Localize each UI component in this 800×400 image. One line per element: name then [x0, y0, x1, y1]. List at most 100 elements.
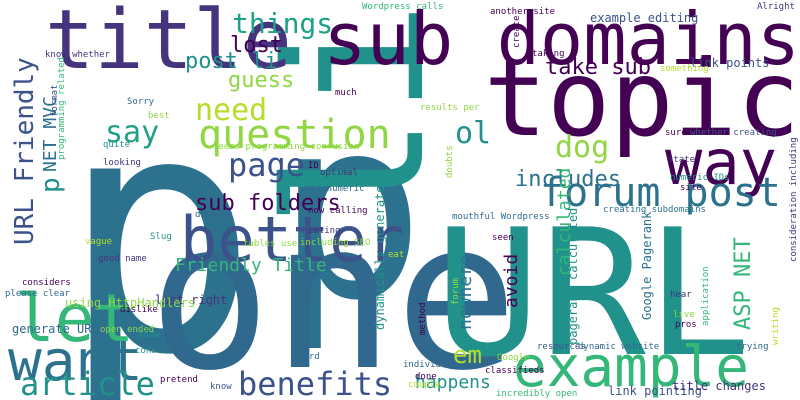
- word-dynamic-website-56: dynamic website: [578, 341, 660, 352]
- word-id-83: ID: [308, 160, 319, 171]
- word-things-20: things: [232, 7, 334, 41]
- word-p-95: p: [36, 177, 66, 193]
- word-cons-45: cons: [135, 345, 157, 356]
- word-pretend-47: pretend: [160, 374, 198, 385]
- word-whether-creating-78: whether creating: [690, 127, 777, 138]
- word-url-friendly-94: URL Friendly: [10, 57, 40, 245]
- word-know-48: know: [210, 381, 232, 392]
- word-good-name-35: good name: [98, 253, 147, 264]
- word-individual-51: individual: [403, 359, 458, 370]
- word-title-changes-59: title changes: [672, 379, 766, 394]
- word-now-calling-71: now calling: [308, 205, 368, 216]
- word-considers-41: considers: [22, 277, 71, 288]
- word-sub-folders-28: sub folders: [195, 190, 341, 216]
- word-happens-31: happens: [415, 372, 491, 394]
- word-another-site-89: another site: [490, 6, 556, 17]
- word-method-103: method: [418, 302, 428, 335]
- word-show-46: show: [138, 329, 160, 340]
- word-writing-108: writing: [771, 307, 781, 345]
- word-sub-domains-7: sub domains: [323, 0, 800, 81]
- word-including-seo-68: including SEO: [300, 237, 371, 248]
- word-need-18: need: [195, 93, 268, 129]
- word-dynamically-generate-102: dynamically generate: [373, 185, 387, 331]
- word-google-57: Google: [497, 352, 530, 363]
- word-domains-70: domains: [195, 209, 233, 220]
- word-link-pointing-54: link pointing: [608, 384, 702, 399]
- word-using-httphandlers-34: using HttpHandlers: [65, 296, 196, 311]
- word-mouthful-wordpress-72: mouthful Wordpress: [452, 211, 550, 222]
- word-eating-67: eating: [308, 225, 341, 236]
- word-tables-use-66: tables use: [243, 238, 298, 249]
- word-includes-27: includes: [515, 166, 621, 192]
- word-let-11: let: [15, 279, 135, 357]
- word-resources-55: resources: [537, 341, 586, 352]
- word-eat-65: eat: [388, 249, 405, 260]
- word-results-per-79: results per: [420, 102, 480, 113]
- word-pros-61: pros: [675, 319, 697, 330]
- word-trying-60: trying: [736, 341, 769, 352]
- word-forum-post-14: forum post: [540, 170, 781, 217]
- word-avoid-100: avoid: [501, 253, 522, 308]
- word-wordpress-calls-90: Wordpress calls: [362, 1, 444, 12]
- word-looking-39: looking: [103, 157, 141, 168]
- word-em-30: em: [453, 341, 482, 370]
- word-done-50: done: [415, 371, 437, 382]
- word-p-1: p: [275, 64, 426, 355]
- word-asp-net-97: ASP NET: [731, 237, 756, 330]
- word-better-9: better: [180, 203, 404, 277]
- word-forum-104: forum: [451, 277, 461, 305]
- word-google-pagerank-98: Google Pagerank: [640, 211, 654, 320]
- word-way-8: way: [665, 126, 777, 200]
- word-numeric-ids-74: numeric IDs: [670, 172, 730, 183]
- word-generate-urls-33: generate URLs: [12, 322, 106, 337]
- word-optimal-81: optimal: [320, 167, 358, 178]
- word-hear-63: hear: [670, 289, 692, 300]
- word-want-10: want: [8, 329, 143, 395]
- word-url-4: URL: [435, 192, 752, 396]
- word-ol-22: ol: [455, 116, 492, 152]
- word-incredibly-open-53: incredibly open: [496, 388, 578, 399]
- word-say-19: say: [105, 115, 160, 151]
- word-lost-right-32: lost right: [155, 293, 228, 308]
- word-friendly-title-29: Friendly Title: [175, 255, 327, 277]
- word-slug-69: Slug: [150, 231, 172, 242]
- word-take-sub-26: take sub: [545, 54, 651, 80]
- word-guess-24: guess: [228, 67, 295, 93]
- word-link-points-85: link points: [690, 56, 770, 71]
- word-post-li-23: post li: [185, 48, 278, 74]
- word-example-12: example: [513, 335, 750, 400]
- word-topic-5: topic: [483, 37, 800, 160]
- word-example-editing-88: example editing: [590, 11, 699, 26]
- word-seems-programming-confusion-80: seems programming confusion: [213, 141, 360, 152]
- word-title-6: title: [45, 0, 292, 88]
- word-application-107: application: [701, 266, 711, 326]
- word-pagerank-calculated-99: pagerank calculated: [566, 207, 580, 345]
- word-sorry-37: Sorry: [127, 96, 155, 107]
- word-vague-36: vague: [85, 236, 113, 247]
- word-live-62: live: [673, 309, 695, 320]
- word-open-ended-44: open ended: [100, 324, 155, 335]
- word-programming-related-111: programming related: [57, 57, 67, 160]
- word-something-86: something: [660, 63, 709, 74]
- word-please-clear-42: please clear: [5, 288, 71, 299]
- word-best-84: best: [148, 110, 170, 121]
- word-lost-25: lost: [230, 32, 283, 58]
- word-dog-21: dog: [555, 130, 610, 166]
- word-site-75: site: [680, 182, 702, 193]
- word-classifieds-58: classifieds: [485, 365, 545, 376]
- word-use-numeric-82: use numeric: [305, 183, 365, 194]
- word-benefits-16: benefits: [238, 365, 393, 400]
- word-taking-87: taking: [532, 48, 565, 59]
- word-word-49: word: [298, 351, 320, 362]
- word-couple-52: couple: [408, 379, 441, 390]
- word-consideration-including-109: consideration including: [789, 137, 799, 262]
- word-know-whether-92: know whether: [45, 49, 111, 60]
- word-sure-77: sure: [665, 127, 687, 138]
- word-creating-subdomains-73: creating subdomains: [603, 204, 706, 215]
- word-doubts-105: doubts: [445, 145, 455, 178]
- word-one-3: one: [148, 178, 519, 400]
- word-page-15: page: [228, 145, 306, 184]
- word-much-38: much: [335, 87, 357, 98]
- word-create-106: create: [512, 15, 522, 48]
